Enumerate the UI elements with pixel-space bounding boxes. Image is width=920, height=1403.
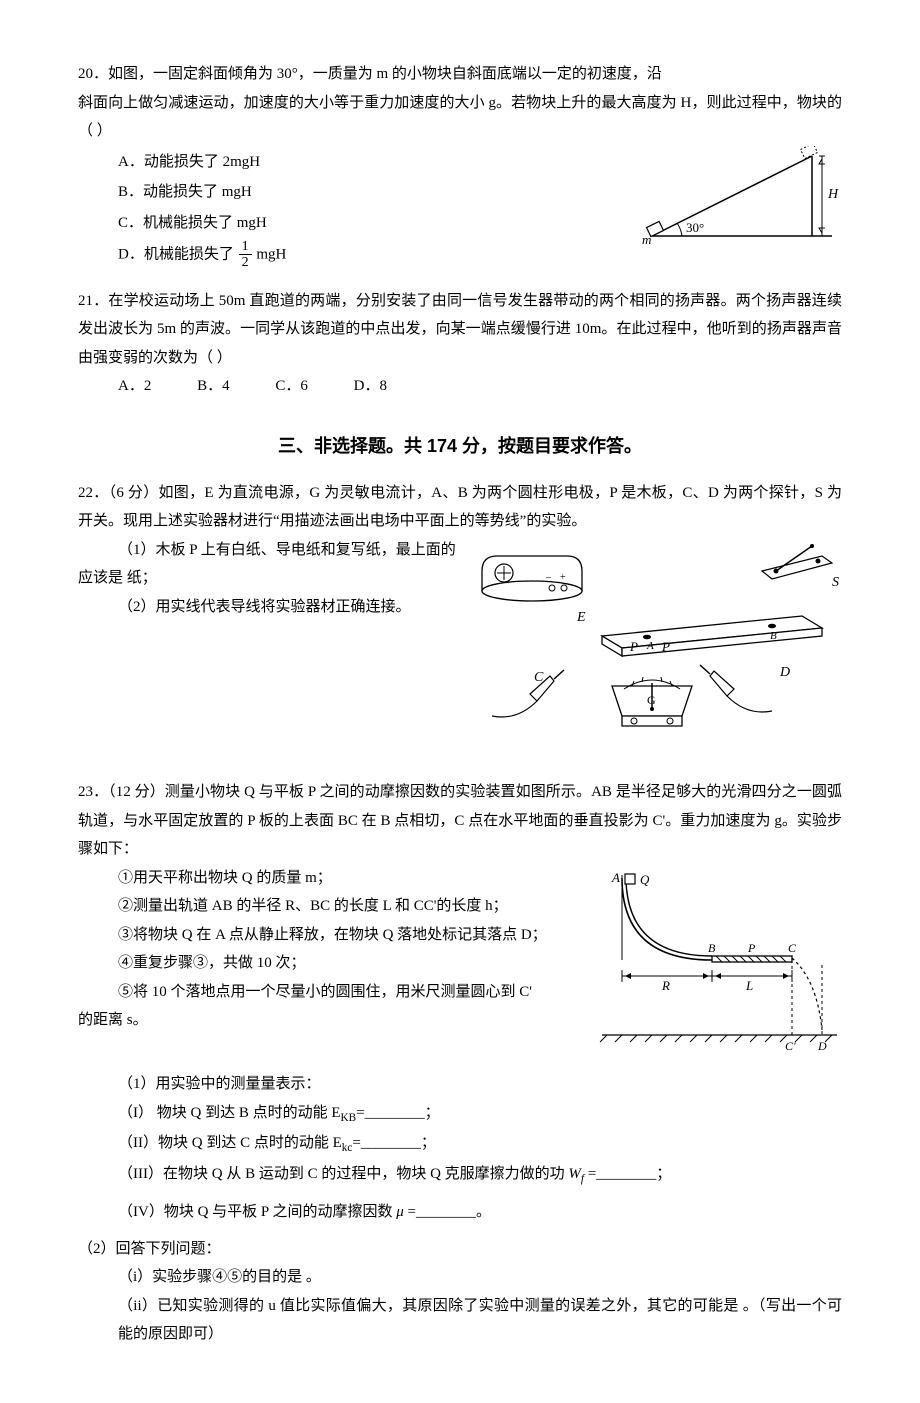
q23-p1-II-post: =________； [352, 1135, 435, 1151]
q23-stem: 23．（12 分）测量小物块 Q 与平板 P 之间的动摩擦因数的实验装置如图所示… [78, 778, 842, 864]
q23-p2-ii: （ii）已知实验测得的 u 值比实际值偏大，其原因除了实验中测量的误差之外，其它… [78, 1292, 842, 1349]
q23-p1-III: （III）在物块 Q 从 B 运动到 C 的过程中，物块 Q 克服摩擦力做的功 … [78, 1160, 842, 1190]
question-20: 20．如图，一固定斜面倾角为 30°，一质量为 m 的小物块自斜面底端以一定的初… [78, 60, 842, 273]
q23-p1-II-sub: kc [342, 1142, 353, 1154]
q23-p1-IV-var: μ [396, 1204, 404, 1220]
q22-stem: 22．（6 分）如图，E 为直流电源，G 为灵敏电流计，A、B 为两个圆柱形电极… [78, 479, 842, 536]
q23-p1-I-pre: （I） 物块 Q 到达 B 点时的动能 E [118, 1105, 341, 1121]
q20-stem-line1: 20．如图，一固定斜面倾角为 30°，一质量为 m 的小物块自斜面底端以一定的初… [78, 60, 842, 89]
q21-stem: 21．在学校运动场上 50m 直跑道的两端，分别安装了由同一信号发生器带动的两个… [78, 287, 842, 373]
q21-optC: C．6 [275, 372, 308, 401]
q20-stem-line2: 斜面向上做匀减速运动，加速度的大小等于重力加速度的大小 g。若物块上升的最大高度… [78, 89, 842, 146]
q23-p1-II-pre: （II）物块 Q 到达 C 点时的动能 E [118, 1135, 342, 1151]
question-23: 23．（12 分）测量小物块 Q 与平板 P 之间的动摩擦因数的实验装置如图所示… [78, 778, 842, 1348]
svg-text:D: D [779, 665, 790, 680]
numerator: 1 [239, 239, 252, 255]
svg-text:D: D [817, 1039, 827, 1053]
q23-p2-i: （i）实验步骤④⑤的目的是 。 [78, 1263, 842, 1292]
svg-text:30°: 30° [686, 220, 704, 235]
svg-text:+: + [560, 572, 566, 583]
svg-text:C: C [534, 670, 544, 685]
q23-p1: （1）用实验中的测量量表示： [78, 1070, 842, 1099]
q23-p1-I: （I） 物块 Q 到达 B 点时的动能 EKB=________； [78, 1099, 842, 1129]
question-22: 22．（6 分）如图，E 为直流电源，G 为灵敏电流计，A、B 为两个圆柱形电极… [78, 479, 842, 757]
q23-p1-II: （II）物块 Q 到达 C 点时的动能 Ekc=________； [78, 1129, 842, 1159]
svg-text:A: A [611, 870, 620, 885]
denominator: 2 [239, 255, 252, 270]
svg-text:Q: Q [640, 872, 650, 887]
svg-text:P: P [661, 639, 670, 654]
svg-text:A: A [646, 640, 654, 652]
svg-text:m: m [642, 232, 651, 246]
q23-p1-I-sub: KB [341, 1112, 357, 1124]
q23-p2: （2）回答下列问题： [78, 1235, 842, 1264]
probe-c-icon [492, 670, 564, 717]
q23-p1-IV-pre: （IV）物块 Q 与平板 P 之间的动摩擦因数 [118, 1204, 396, 1220]
q23-p1-IV-post: =________。 [404, 1204, 491, 1220]
svg-text:S: S [832, 575, 839, 590]
svg-text:–: – [545, 572, 552, 583]
q20-optD-pre: D．机械能损失了 [118, 246, 238, 262]
q23-p1-IV: （IV）物块 Q 与平板 P 之间的动摩擦因数 μ =________。 [78, 1198, 842, 1227]
svg-text:P: P [747, 941, 756, 955]
q20-figure: 30° m H [642, 146, 842, 257]
svg-text:R: R [661, 978, 670, 993]
fraction: 12 [239, 239, 252, 271]
svg-text:L: L [745, 978, 753, 993]
q21-optA: A．2 [118, 372, 151, 401]
q21-optB: B．4 [197, 372, 230, 401]
q22-figure: – + E S P A P B [472, 536, 842, 757]
q23-p1-III-var: W [568, 1166, 581, 1182]
q21-optD: D．8 [354, 372, 387, 401]
svg-text:G: G [647, 693, 656, 707]
svg-text:B: B [770, 630, 777, 642]
section-3-title: 三、非选择题。共 174 分，按题目要求作答。 [78, 429, 842, 463]
q23-figure: A Q B P C R [592, 870, 842, 1071]
svg-text:B: B [708, 941, 716, 955]
q20-optD-post: mgH [253, 246, 287, 262]
q23-p1-III-pre: （III）在物块 Q 从 B 运动到 C 的过程中，物块 Q 克服摩擦力做的功 [118, 1166, 568, 1182]
q23-p1-I-post: =________； [356, 1105, 439, 1121]
svg-text:E: E [576, 610, 586, 625]
probe-d-icon [700, 665, 772, 712]
svg-text:P: P [629, 639, 638, 654]
q23-p1-III-post: =________； [584, 1166, 671, 1182]
svg-text:H: H [827, 187, 839, 202]
svg-text:C': C' [785, 1039, 796, 1053]
svg-text:C: C [788, 941, 797, 955]
question-21: 21．在学校运动场上 50m 直跑道的两端，分别安装了由同一信号发生器带动的两个… [78, 287, 842, 401]
q21-options: A．2 B．4 C．6 D．8 [78, 372, 842, 401]
